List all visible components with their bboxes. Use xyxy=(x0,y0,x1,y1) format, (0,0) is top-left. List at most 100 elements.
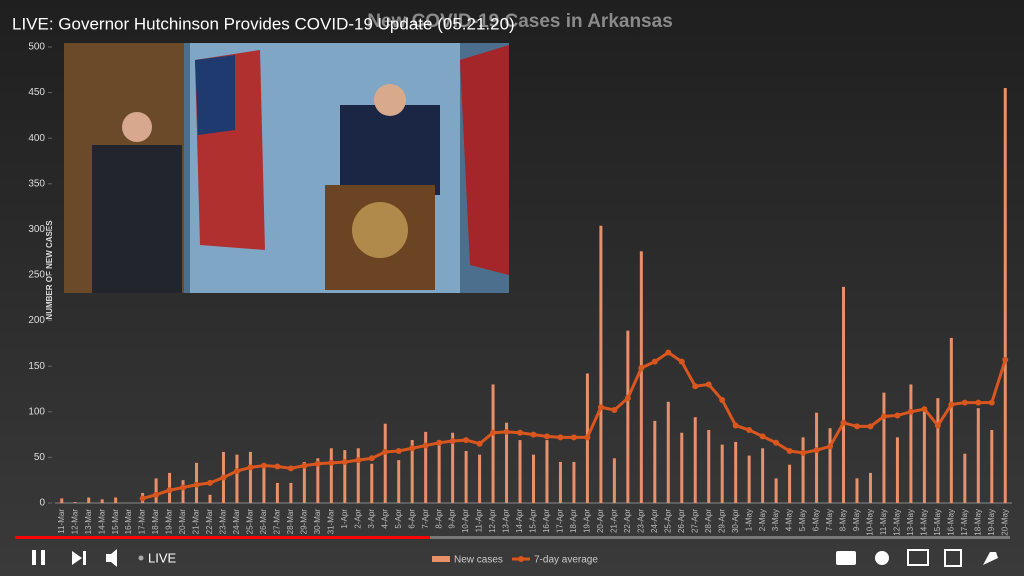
x-tick-label: 16-Mar xyxy=(124,509,133,535)
bar xyxy=(451,432,455,503)
average-point xyxy=(934,422,941,429)
x-tick-label: 1-May xyxy=(744,509,753,531)
bar xyxy=(275,482,279,503)
x-tick-label: 24-Mar xyxy=(232,509,241,535)
bar xyxy=(976,408,980,503)
captions-button[interactable] xyxy=(836,551,856,565)
bar xyxy=(680,432,684,503)
pin-button[interactable] xyxy=(983,552,998,565)
legend: New cases 7-day average xyxy=(432,555,598,566)
x-tick-label: 2-May xyxy=(758,509,767,531)
x-tick-label: 28-Mar xyxy=(286,509,295,535)
y-tick-label: 200 xyxy=(28,315,45,326)
x-tick-label: 10-May xyxy=(866,509,875,536)
x-tick-label: 23-Mar xyxy=(219,509,228,535)
x-tick-label: 10-Apr xyxy=(461,509,470,533)
live-label[interactable]: LIVE xyxy=(148,550,177,565)
average-point xyxy=(800,449,807,456)
x-tick-label: 13-Apr xyxy=(502,509,511,533)
x-tick-label: 5-May xyxy=(798,509,807,531)
y-tick-label: 450 xyxy=(28,87,45,98)
bar xyxy=(478,454,482,503)
exit-fullscreen-button[interactable] xyxy=(944,549,962,567)
bar xyxy=(653,420,657,503)
x-tick-label: 19-Apr xyxy=(583,509,592,533)
bar xyxy=(815,412,819,503)
bar xyxy=(639,251,643,503)
x-tick-label: 17-Apr xyxy=(556,509,565,533)
bar xyxy=(558,461,562,503)
average-point xyxy=(827,443,834,450)
average-point xyxy=(853,423,860,430)
x-tick-label: 8-May xyxy=(839,509,848,531)
x-tick-label: 9-Apr xyxy=(448,509,457,529)
x-tick-label: 12-Apr xyxy=(488,509,497,533)
x-tick-label: 6-May xyxy=(812,509,821,531)
state-flag xyxy=(460,45,509,275)
bar xyxy=(100,499,104,503)
average-point xyxy=(975,399,982,406)
bar xyxy=(235,454,239,503)
bar xyxy=(491,384,495,503)
x-tick-label: 7-May xyxy=(825,509,834,531)
legend-label: New cases xyxy=(454,555,503,566)
legend-label: 7-day average xyxy=(534,555,598,566)
x-tick-label: 27-Apr xyxy=(690,509,699,533)
next-button[interactable] xyxy=(72,551,82,565)
x-tick-label: 26-Apr xyxy=(677,509,686,533)
x-tick-label: 18-Mar xyxy=(151,509,160,535)
average-point xyxy=(759,433,766,440)
x-tick-label: 24-Apr xyxy=(650,509,659,533)
average-point xyxy=(476,440,483,447)
x-tick-label: 20-Apr xyxy=(596,509,605,533)
bar xyxy=(464,451,468,503)
bar xyxy=(302,461,306,503)
pause-button[interactable] xyxy=(32,550,36,565)
x-tick-label: 11-Apr xyxy=(475,509,484,533)
bar xyxy=(734,441,738,503)
speaker-head xyxy=(374,84,406,116)
average-point xyxy=(395,448,402,455)
average-point xyxy=(436,439,443,446)
x-tick-label: 14-May xyxy=(919,509,928,536)
x-tick-label: 14-Apr xyxy=(515,509,524,533)
x-tick-label: 15-Mar xyxy=(111,509,120,535)
x-tick-label: 2-Apr xyxy=(353,509,362,529)
volume-button[interactable] xyxy=(106,549,117,567)
next-button-bar xyxy=(83,551,86,565)
bar xyxy=(626,330,630,503)
average-point xyxy=(961,399,968,406)
x-tick-label: 25-Apr xyxy=(663,509,672,533)
y-axis-label: NUMBER OF NEW CASES xyxy=(45,220,54,320)
settings-button[interactable] xyxy=(875,551,889,565)
x-tick-label: 12-May xyxy=(893,509,902,536)
average-point xyxy=(638,365,645,372)
bar xyxy=(208,494,212,503)
x-tick-label: 8-Apr xyxy=(434,509,443,529)
bar xyxy=(262,464,266,503)
bar xyxy=(868,472,872,503)
average-point xyxy=(732,422,739,429)
average-point xyxy=(880,413,887,420)
interpreter xyxy=(92,145,182,293)
y-tick-label: 50 xyxy=(34,452,46,463)
progress-track[interactable] xyxy=(15,536,1010,539)
average-point xyxy=(220,474,227,481)
bar xyxy=(114,497,118,503)
average-point xyxy=(543,433,550,440)
chart-title: New COVID-19 Cases in Arkansas xyxy=(367,11,673,32)
controls: LIVE xyxy=(32,549,998,567)
average-point xyxy=(570,434,577,441)
x-tick-label: 4-May xyxy=(785,509,794,531)
bar xyxy=(922,407,926,503)
x-tick-label: 15-Apr xyxy=(529,509,538,533)
bar xyxy=(612,458,616,503)
x-tick-label: 18-May xyxy=(973,509,982,536)
cast-button[interactable] xyxy=(907,549,929,566)
bar xyxy=(397,460,401,503)
x-tick-label: 25-Mar xyxy=(246,509,255,535)
bar xyxy=(666,401,670,503)
average-point xyxy=(422,442,429,449)
bar xyxy=(909,384,913,503)
x-tick-label: 16-May xyxy=(946,509,955,536)
